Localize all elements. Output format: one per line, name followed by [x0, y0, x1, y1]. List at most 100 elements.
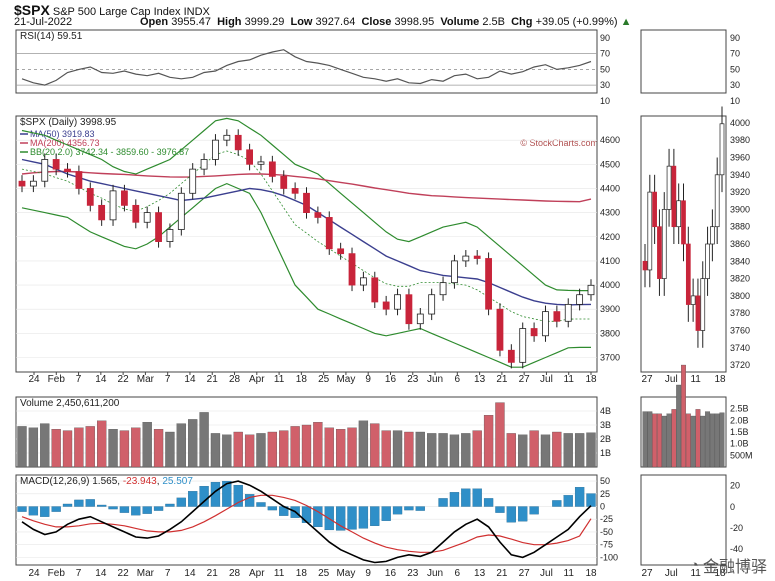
candle-body: [155, 212, 162, 242]
volume-bar: [62, 430, 73, 468]
candle-body: [291, 188, 299, 194]
price-tick-label: 4600: [600, 135, 620, 145]
inset-rsi-tick-label: 50: [730, 64, 740, 74]
price-label: $SPX (Daily) 3998.95: [20, 117, 117, 128]
volume-bar: [28, 427, 39, 468]
macd-histogram-bar: [51, 506, 61, 512]
x-tick-label-bottom: 27: [519, 568, 531, 579]
inset-macd-frame: [640, 474, 727, 566]
high-label: High: [217, 16, 242, 28]
inset-price-tick-label: 3860: [730, 239, 750, 249]
candle-body: [359, 277, 367, 286]
inset-candle-body: [676, 200, 682, 228]
macd-line: [21, 480, 592, 564]
x-tick-label-bottom: 18: [296, 568, 308, 579]
candle-body: [576, 294, 584, 305]
x-tick-label-bottom: 7: [76, 568, 82, 579]
inset-volume-tick-label: 1.5B: [730, 427, 749, 437]
volume-bar: [142, 422, 152, 468]
volume-bar: [131, 427, 141, 468]
inset-x-tick-label-bottom: 11: [690, 568, 701, 579]
inset-price-tick-label: 3900: [730, 204, 750, 214]
volume-bar: [119, 430, 130, 468]
inset-x-tick-label-bottom: 18: [714, 568, 726, 579]
candle-body: [86, 188, 94, 206]
volume-bar: [427, 433, 437, 468]
candle-body: [496, 308, 504, 351]
x-tick-label-bottom: 11: [564, 568, 575, 579]
volume-bar: [244, 434, 255, 468]
macd-label-part: ,: [157, 476, 163, 487]
x-tick-label-bottom: 7: [165, 568, 171, 579]
volume-bar: [415, 431, 425, 468]
volume-bar: [449, 434, 460, 468]
macd-histogram-bar: [586, 493, 596, 507]
volume-bar: [188, 419, 198, 468]
watermark: ◔ 金融博驿: [690, 553, 767, 577]
macd-histogram-bar: [153, 506, 164, 511]
bb-lower-line: [21, 182, 591, 368]
volume-bar: [586, 432, 596, 468]
inset-candle-body: [666, 165, 672, 210]
macd-tick-label: 0: [600, 502, 605, 512]
x-tick-label: May: [336, 374, 355, 385]
candle-body: [519, 328, 527, 363]
volume-bar: [222, 434, 232, 468]
bb-upper-line: [21, 117, 591, 292]
volume-bar: [324, 427, 334, 468]
x-tick-label: Apr: [249, 374, 265, 385]
candle-body: [189, 168, 197, 194]
inset-volume-tick-label: 500M: [730, 450, 753, 460]
chg-up-icon: ▲: [620, 16, 632, 28]
x-tick-label: 21: [496, 374, 508, 385]
macd-histogram-bar: [347, 506, 357, 530]
inset-candle-body: [695, 295, 701, 331]
volume-bar: [347, 427, 357, 468]
macd-histogram-bar: [335, 506, 346, 531]
macd-histogram-bar: [518, 506, 528, 522]
inset-macd-tick-label: -20: [730, 523, 743, 533]
inset-volume-bar: [719, 412, 725, 468]
legend-entry: BB(20,2.0) 3742.34 - 3859.60 - 3976.87: [30, 147, 189, 157]
price-tick-label: 4100: [600, 256, 620, 266]
price-tick-label: 4000: [600, 280, 620, 290]
x-tick-label-bottom: 6: [455, 568, 461, 579]
inset-candle-body: [652, 191, 657, 228]
volume-bar: [495, 402, 505, 468]
macd-histogram-bar: [392, 506, 403, 515]
macd-histogram-bar: [267, 506, 278, 511]
inset-candle-body: [685, 243, 691, 305]
inset-candle-body: [700, 278, 706, 331]
inset-volume-bar: [647, 411, 653, 468]
macd-histogram-bar: [438, 498, 448, 507]
candle-body: [41, 159, 49, 182]
macd-label-part: MACD(12,26,9) 1.565,: [20, 476, 123, 487]
volume-tick-label: 1B: [600, 448, 611, 458]
macd-histogram-bar: [74, 499, 84, 507]
macd-histogram-bar: [233, 485, 243, 507]
volume-bar: [301, 424, 312, 468]
inset-price-tick-label: 3800: [730, 291, 750, 301]
volume-bar: [461, 433, 471, 468]
inset-candle-body: [681, 200, 686, 245]
macd-histogram-bar: [222, 480, 232, 507]
candle-body: [303, 192, 310, 214]
volume-bar: [176, 423, 186, 468]
inset-price-tick-label: 3840: [730, 256, 750, 266]
x-tick-label: 7: [76, 374, 82, 385]
open-label: Open: [140, 16, 169, 28]
candle-body: [371, 277, 379, 303]
inset-candle-body: [714, 174, 720, 228]
volume-bar: [233, 431, 243, 468]
candle-body: [177, 192, 185, 230]
x-tick-label: 14: [95, 374, 107, 385]
x-tick-label-bottom: Mar: [137, 568, 155, 579]
macd-histogram-bar: [461, 488, 471, 507]
macd-histogram-bar: [28, 506, 39, 516]
volume-bar: [313, 422, 323, 468]
x-tick-label: 28: [229, 374, 241, 385]
x-tick-label: 11: [274, 374, 285, 385]
volume-bar: [518, 434, 528, 468]
volume-bar: [108, 429, 118, 468]
macd-histogram-bar: [574, 487, 585, 507]
